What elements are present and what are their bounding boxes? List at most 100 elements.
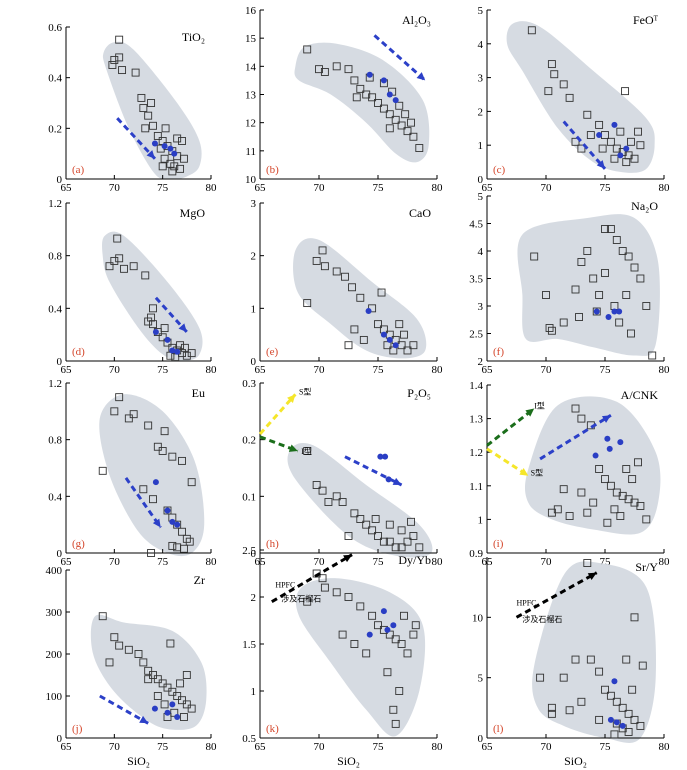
open-square-point (176, 164, 185, 173)
panel-label: (j) (72, 723, 83, 735)
y-tick-label: 13 (245, 90, 257, 102)
open-square-point (409, 532, 418, 540)
open-square-point (642, 515, 651, 524)
filled-circle-point (366, 631, 373, 638)
open-square-point (312, 256, 321, 265)
open-square-point (153, 675, 162, 684)
y-tick-label: 15 (245, 33, 257, 45)
open-square-point (415, 543, 424, 552)
filled-circle-point (164, 336, 171, 343)
open-square-point (160, 154, 169, 163)
panel-label: (g) (72, 538, 85, 550)
open-square-point (149, 671, 157, 679)
open-square-point (180, 343, 189, 352)
open-square-point (318, 486, 327, 495)
filled-circle-point (392, 342, 399, 349)
y-tick-label: 0.8 (48, 435, 62, 447)
panel-label: (k) (266, 723, 279, 735)
panel-label: (l) (493, 723, 504, 735)
x-tick-label: 75 (157, 182, 169, 194)
panel-title: Zr (194, 573, 205, 587)
x-axis-label: SiO₂ (337, 754, 360, 768)
filled-circle-point (611, 121, 618, 128)
open-square-point (166, 639, 175, 648)
open-square-point (638, 661, 647, 670)
open-square-point (527, 26, 536, 35)
open-square-point (332, 267, 341, 276)
x-tick-label: 70 (314, 364, 326, 376)
open-square-point (601, 269, 609, 277)
open-square-point (187, 704, 196, 713)
open-square-point (595, 667, 604, 676)
arrow-head (519, 468, 529, 476)
open-square-point (610, 154, 619, 163)
open-square-point (559, 673, 568, 682)
filled-circle-point (151, 705, 158, 712)
open-square-point (577, 697, 586, 706)
open-square-point (176, 341, 185, 350)
arrow-head (343, 554, 353, 563)
trend-arrow (258, 393, 297, 435)
open-square-point (176, 679, 185, 688)
open-square-point (571, 404, 580, 413)
open-square-point (618, 703, 627, 712)
panel-d: 65 70 75 80 0 0.4 0.8 1.2 MgO (d) (48, 198, 217, 376)
trend-arrow (515, 571, 598, 619)
open-square-point (636, 502, 645, 510)
y-tick-label: 0.2 (48, 123, 62, 135)
trend-arrow (124, 477, 162, 529)
open-square-point (630, 715, 639, 724)
filled-circle-point (174, 521, 181, 528)
open-square-point (362, 520, 371, 529)
open-square-point (131, 68, 140, 77)
envelope-field (293, 238, 427, 359)
y-tick-label: 0.4 (48, 73, 62, 85)
y-tick-label: 14 (245, 61, 257, 73)
panel-a: 65 70 75 80 0 0.2 0.4 0.6 TiO₂ (a) (48, 22, 217, 194)
x-tick-label: 65 (255, 741, 267, 753)
filled-circle-point (616, 308, 623, 315)
x-tick-label: 80 (206, 182, 218, 194)
x-tick-label: 80 (659, 556, 671, 568)
trend-arrow (486, 407, 536, 447)
y-tick-label: 3 (251, 198, 257, 210)
annotation-label: 涉及石榴石 (281, 594, 321, 604)
open-square-point (315, 65, 323, 74)
panel-title: Al₂O₃ (402, 13, 431, 27)
open-square-point (318, 574, 327, 583)
y-tick-label: 2.5 (242, 545, 256, 557)
panel-title: A/CNK (621, 388, 659, 402)
open-square-point (630, 613, 639, 622)
y-tick-label: 0.1 (242, 491, 256, 503)
y-tick-label: 5 (478, 191, 484, 203)
filled-circle-point (604, 435, 611, 442)
open-square-point (137, 93, 146, 102)
open-square-point (362, 649, 371, 658)
x-tick-label: 75 (373, 364, 385, 376)
annotation-label: I型 (301, 447, 312, 456)
panel-title: P₂O₅ (407, 386, 431, 400)
open-square-point (565, 706, 574, 715)
y-tick-label: 1.5 (242, 639, 256, 651)
open-square-point (547, 709, 556, 718)
x-tick-label: 70 (314, 741, 326, 753)
open-square-point (610, 730, 619, 739)
y-tick-label: 0.2 (242, 435, 256, 447)
open-square-point (612, 697, 621, 706)
open-square-point (606, 481, 615, 490)
filled-circle-point (169, 347, 176, 354)
open-square-point (542, 291, 550, 299)
x-tick-label: 70 (541, 556, 553, 568)
open-square-point (115, 35, 124, 44)
x-tick-label: 75 (157, 364, 169, 376)
envelope-field (102, 41, 202, 180)
open-square-point (400, 330, 408, 339)
open-square-point (350, 509, 359, 518)
filled-circle-point (365, 307, 372, 314)
panel-label: (d) (72, 346, 85, 358)
open-square-point (606, 225, 615, 233)
x-tick-label: 65 (482, 741, 494, 753)
open-square-point (170, 162, 179, 171)
x-tick-label: 75 (600, 182, 612, 194)
open-square-point (577, 144, 586, 153)
